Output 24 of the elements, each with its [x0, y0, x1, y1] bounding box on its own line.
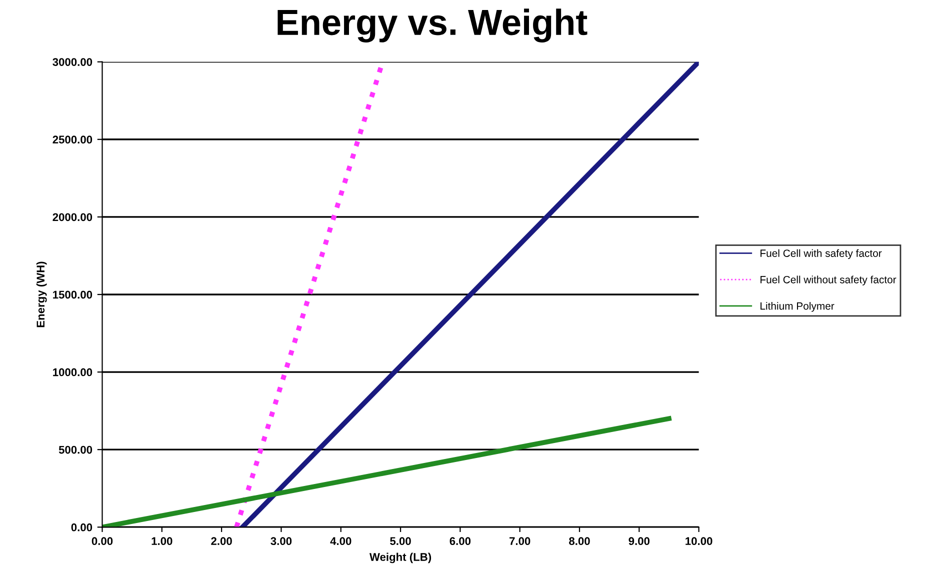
x-tick-label: 4.00 [330, 537, 352, 546]
x-tick-label: 9.00 [628, 537, 650, 546]
x-tick-label: 2.00 [211, 537, 232, 546]
x-tick-label: 8.00 [569, 537, 590, 546]
x-tick-label: 0.00 [92, 537, 113, 546]
chart-title: Energy vs. Weight [278, 8, 588, 42]
y-tick-label: 3000.00 [52, 58, 92, 66]
y-tick-label: 2000.00 [52, 213, 92, 222]
y-tick-label: 500.00 [58, 446, 92, 454]
legend-label: Fuel Cell without safety factor [760, 276, 896, 286]
x-tick-label: 7.00 [510, 537, 530, 546]
y-tick-label: 1500.00 [53, 290, 92, 299]
y-tick-label: 1000.00 [53, 368, 92, 376]
x-tick-label: 1.00 [152, 537, 172, 546]
y-axis-title: Energy (WH) [36, 262, 47, 328]
x-axis-title: Weight (LB) [369, 552, 432, 564]
y-tick-label: 2500.00 [52, 136, 92, 144]
x-tick-label: 10.00 [686, 537, 712, 546]
y-tick-label: 0.00 [71, 523, 92, 532]
legend-label: Fuel Cell with safety factor [760, 249, 882, 260]
legend-label: Lithium Polymer [760, 302, 834, 312]
x-tick-label: 5.00 [390, 537, 411, 546]
x-tick-label: 6.00 [450, 537, 471, 546]
x-tick-label: 3.00 [270, 537, 292, 546]
